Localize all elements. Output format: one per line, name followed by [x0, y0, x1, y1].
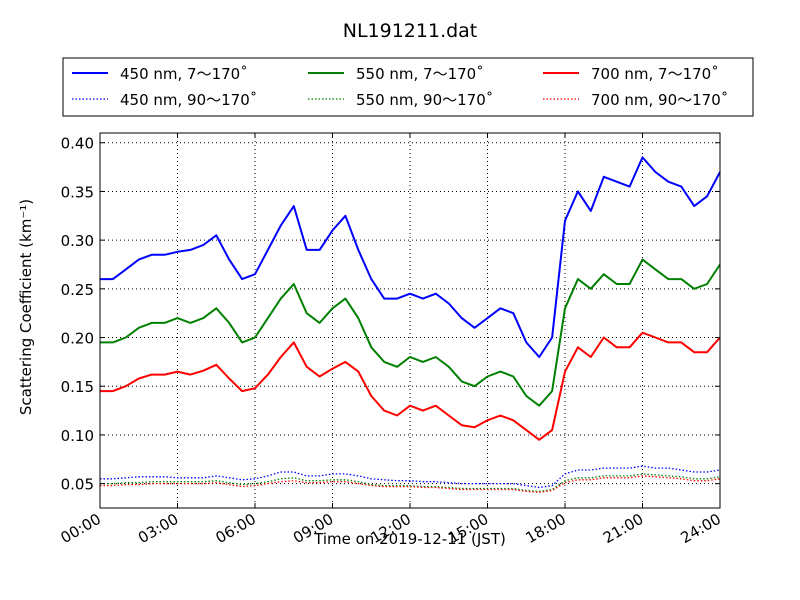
y-tick-label: 0.35 — [61, 183, 94, 201]
chart-title: NL191211.dat — [343, 20, 478, 42]
y-tick-label: 0.15 — [61, 378, 94, 396]
legend-label: 450 nm, 7～170˚ — [120, 65, 248, 83]
legend-entries: 450 nm, 7～170˚ 550 nm, 7～170˚ 700 nm, 7～17… — [72, 65, 728, 109]
series-line — [100, 258, 721, 407]
y-tick-label: 0.30 — [61, 232, 94, 250]
legend-label: 700 nm, 7～170˚ — [591, 65, 719, 83]
y-tick-label: 0.10 — [61, 427, 94, 445]
series-line — [100, 331, 721, 441]
legend-label: 450 nm, 90～170˚ — [120, 91, 257, 109]
series-line — [100, 473, 721, 493]
y-tick-label: 0.40 — [61, 135, 94, 153]
y-axis-label: Scattering Coefficient (km⁻¹) — [17, 199, 35, 415]
legend-label: 550 nm, 7～170˚ — [356, 65, 484, 83]
series-line — [100, 156, 721, 358]
plot-series — [100, 156, 721, 494]
y-axis: 0.05 0.10 0.15 0.20 0.25 0.30 0.35 0.40 — [61, 135, 720, 494]
series-line — [100, 465, 721, 489]
x-axis-label: Time on 2019-12-11 (JST) — [313, 530, 506, 548]
y-tick-label: 0.25 — [61, 281, 94, 299]
y-tick-label: 0.05 — [61, 476, 94, 494]
y-tick-label: 0.20 — [61, 330, 94, 348]
legend-label: 700 nm, 90～170˚ — [591, 91, 728, 109]
legend-box — [62, 57, 754, 117]
legend-label: 550 nm, 90～170˚ — [356, 91, 493, 109]
grid-lines — [100, 133, 720, 508]
legend: 450 nm, 7～170˚ 550 nm, 7～170˚ 700 nm, 7～17… — [62, 57, 754, 117]
